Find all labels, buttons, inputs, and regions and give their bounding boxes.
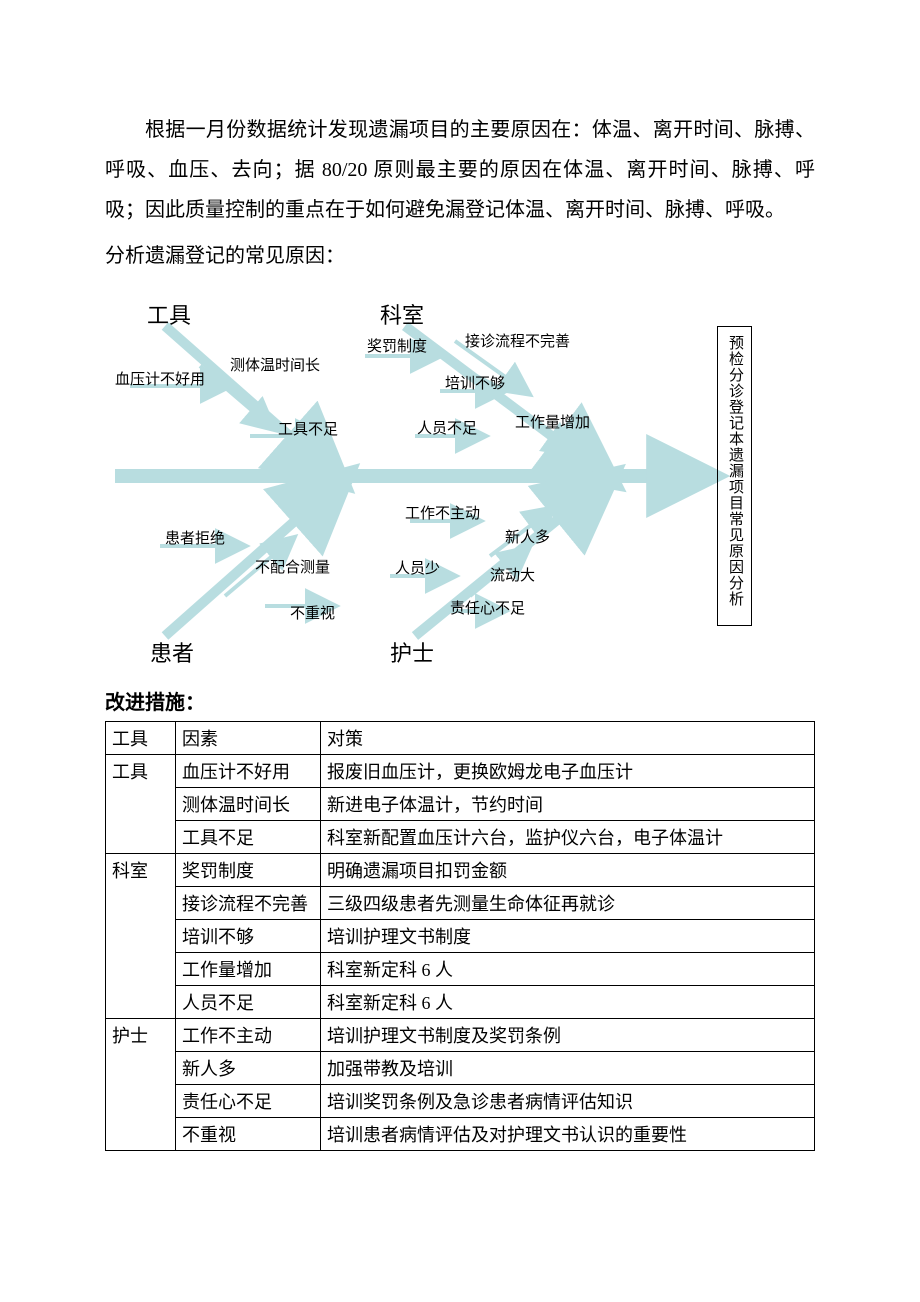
factor-cell: 接诊流程不完善 (176, 887, 321, 920)
factor-cell: 责任心不足 (176, 1085, 321, 1118)
factor-cell: 新人多 (176, 1052, 321, 1085)
group-cell: 科室 (106, 854, 176, 1019)
factor-cell: 不重视 (176, 1118, 321, 1151)
fishbone-diagram: 工具 科室 患者 护士 血压计不好用 测体温时间长 工具不足 奖罚制度 接诊流程… (105, 286, 815, 666)
table-row: 工具血压计不好用报废旧血压计，更换欧姆龙电子血压计 (106, 755, 815, 788)
table-row: 培训不够培训护理文书制度 (106, 920, 815, 953)
cause-nur4: 流动大 (490, 564, 535, 585)
action-cell: 新进电子体温计，节约时间 (321, 788, 815, 821)
factor-cell: 培训不够 (176, 920, 321, 953)
action-cell: 加强带教及培训 (321, 1052, 815, 1085)
table-row: 人员不足科室新定科 6 人 (106, 986, 815, 1019)
cat-dept: 科室 (380, 298, 424, 330)
cause-tool3: 工具不足 (278, 418, 338, 439)
cat-patient: 患者 (150, 636, 194, 668)
action-cell: 科室新定科 6 人 (321, 986, 815, 1019)
action-cell: 科室新定科 6 人 (321, 953, 815, 986)
table-row: 新人多加强带教及培训 (106, 1052, 815, 1085)
action-cell: 明确遗漏项目扣罚金额 (321, 854, 815, 887)
cause-dept4: 人员不足 (417, 417, 477, 438)
group-cell: 护士 (106, 1019, 176, 1151)
factor-cell: 测体温时间长 (176, 788, 321, 821)
table-row: 接诊流程不完善三级四级患者先测量生命体征再就诊 (106, 887, 815, 920)
cause-nur2: 新人多 (505, 526, 550, 547)
cause-nur1: 工作不主动 (405, 502, 480, 523)
action-cell: 培训患者病情评估及对护理文书认识的重要性 (321, 1118, 815, 1151)
factor-cell: 工作量增加 (176, 953, 321, 986)
cat-nurse: 护士 (390, 636, 434, 668)
group-cell: 工具 (106, 755, 176, 854)
factor-cell: 工具不足 (176, 821, 321, 854)
cause-dept3: 培训不够 (445, 372, 505, 393)
table-row: 不重视培训患者病情评估及对护理文书认识的重要性 (106, 1118, 815, 1151)
table-row: 工作量增加科室新定科 6 人 (106, 953, 815, 986)
action-cell: 三级四级患者先测量生命体征再就诊 (321, 887, 815, 920)
factor-cell: 血压计不好用 (176, 755, 321, 788)
cause-nur5: 责任心不足 (450, 597, 525, 618)
table-row: 责任心不足培训奖罚条例及急诊患者病情评估知识 (106, 1085, 815, 1118)
table-row: 护士工作不主动培训护理文书制度及奖罚条例 (106, 1019, 815, 1052)
factor-cell: 奖罚制度 (176, 854, 321, 887)
cat-tool: 工具 (147, 298, 191, 330)
improve-title: 改进措施： (105, 686, 815, 715)
sub-paragraph: 分析遗漏登记的常见原因： (105, 236, 815, 276)
cause-tool1: 血压计不好用 (115, 368, 205, 389)
action-cell: 报废旧血压计，更换欧姆龙电子血压计 (321, 755, 815, 788)
action-cell: 培训奖罚条例及急诊患者病情评估知识 (321, 1085, 815, 1118)
factor-cell: 工作不主动 (176, 1019, 321, 1052)
improve-table: 工具因素对策工具血压计不好用报废旧血压计，更换欧姆龙电子血压计测体温时间长新进电… (105, 721, 815, 1151)
cause-pat3: 不重视 (290, 602, 335, 623)
action-cell: 培训护理文书制度 (321, 920, 815, 953)
table-row: 科室奖罚制度明确遗漏项目扣罚金额 (106, 854, 815, 887)
factor-cell: 人员不足 (176, 986, 321, 1019)
cause-pat1: 患者拒绝 (165, 527, 225, 548)
cause-tool2: 测体温时间长 (230, 354, 320, 375)
cause-pat2: 不配合测量 (255, 556, 330, 577)
cause-dept2: 接诊流程不完善 (465, 330, 570, 351)
table-row: 工具不足科室新配置血压计六台，监护仪六台，电子体温计 (106, 821, 815, 854)
action-cell: 培训护理文书制度及奖罚条例 (321, 1019, 815, 1052)
intro-paragraph: 根据一月份数据统计发现遗漏项目的主要原因在：体温、离开时间、脉搏、呼吸、血压、去… (105, 110, 815, 230)
table-header-cell: 工具 (106, 722, 176, 755)
cause-dept5: 工作量增加 (515, 411, 590, 432)
table-header-cell: 对策 (321, 722, 815, 755)
cause-nur3: 人员少 (395, 557, 440, 578)
cause-dept1: 奖罚制度 (367, 335, 427, 356)
table-header-cell: 因素 (176, 722, 321, 755)
effect-box: 预检分诊登记本遗漏项目常见原因分析 (717, 326, 752, 626)
action-cell: 科室新配置血压计六台，监护仪六台，电子体温计 (321, 821, 815, 854)
table-row: 测体温时间长新进电子体温计，节约时间 (106, 788, 815, 821)
